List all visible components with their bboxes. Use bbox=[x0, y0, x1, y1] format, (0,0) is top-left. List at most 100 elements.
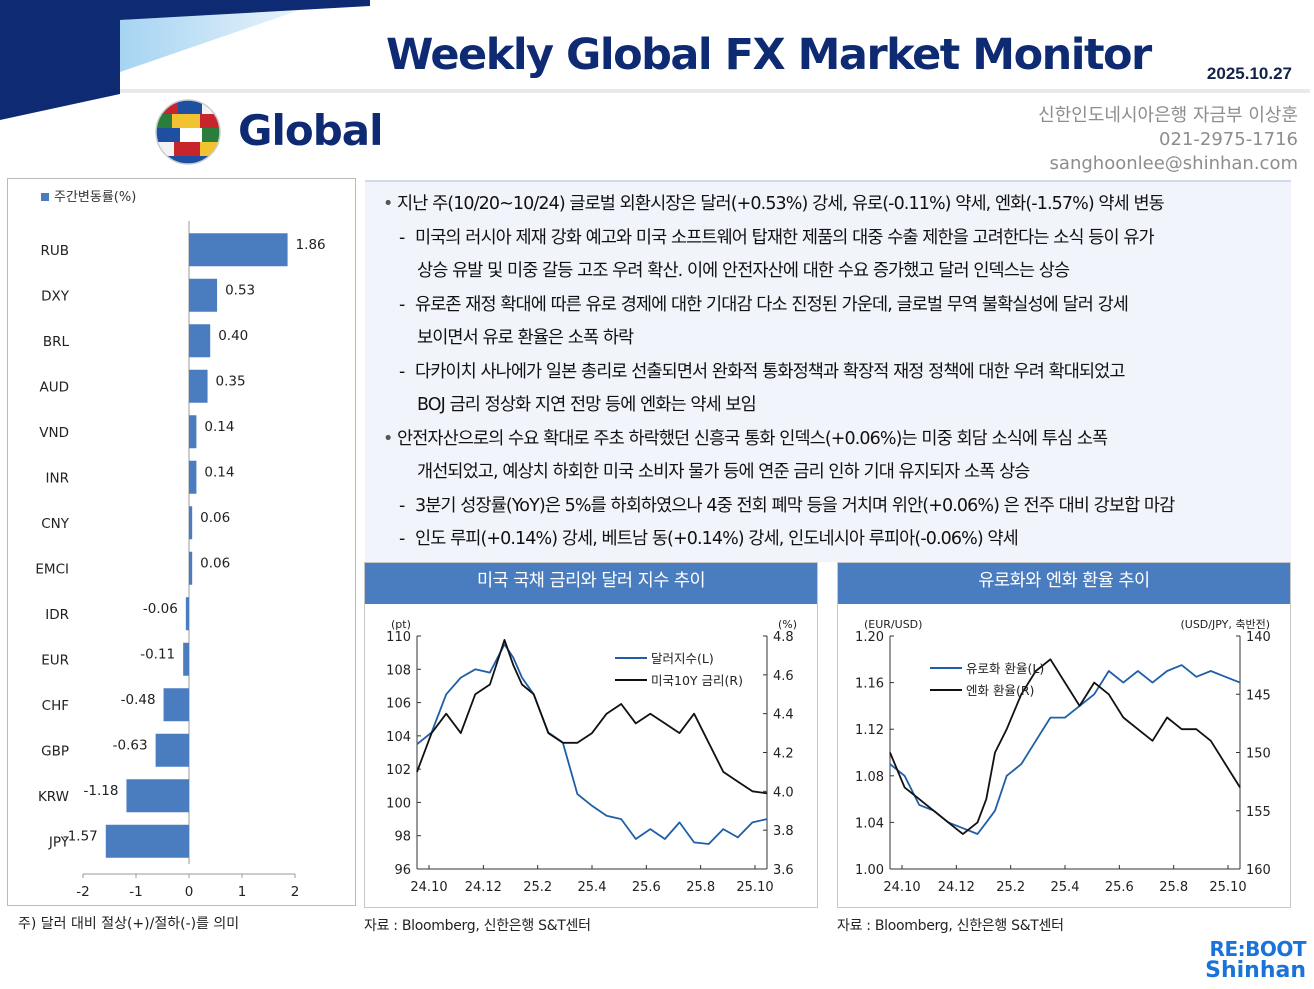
data-label: 0.40 bbox=[218, 328, 248, 344]
y-tick-label: 104 bbox=[386, 730, 411, 745]
treasury-dollar-chart-title: 미국 국채 금리와 달러 지수 추이 bbox=[365, 563, 817, 604]
x-tick-label: 25.2 bbox=[523, 880, 552, 895]
legend-label: 엔화 환율(R) bbox=[966, 683, 1034, 698]
category-label: VND bbox=[39, 425, 69, 441]
summary-line: 유로존 재정 확대에 따른 유로 경제에 대한 기대감 다소 진정된 가운데, … bbox=[383, 289, 1283, 323]
author-phone: 021-2975-1716 bbox=[1159, 129, 1298, 150]
x-tick-label: 0 bbox=[185, 884, 194, 900]
x-tick-label: -1 bbox=[129, 884, 142, 900]
summary-line: 상승 유발 및 미중 갈등 고조 우려 확산. 이에 안전자산에 대한 수요 증… bbox=[417, 261, 1070, 281]
logo-reboot-text: RE:BOOT bbox=[1209, 937, 1307, 961]
category-label: RUB bbox=[40, 243, 69, 259]
bar-chart-footnote: 주) 달러 대비 절상(+)/절하(-)를 의미 bbox=[18, 916, 240, 932]
right-unit-label: (%) bbox=[778, 618, 797, 631]
y2-tick-label: 140 bbox=[1246, 630, 1271, 645]
x-tick-label: 24.12 bbox=[938, 880, 975, 895]
reboot-shinhan-logo: RE:BOOT Shinhan bbox=[1196, 938, 1306, 982]
author-info: 신한인도네시아은행 자금부 이상훈 021-2975-1716 sanghoon… bbox=[1038, 104, 1298, 176]
header-decoration bbox=[0, 0, 370, 120]
data-label: 1.86 bbox=[296, 237, 326, 253]
y2-tick-label: 160 bbox=[1246, 863, 1271, 878]
data-label: -0.63 bbox=[113, 737, 148, 753]
data-label: -0.11 bbox=[140, 646, 175, 662]
treasury-dollar-chart-svg: (pt) (%) 96 98 100 102 104 106 108 110 3.6 3.8 4.0 4.… bbox=[386, 618, 797, 895]
category-label: EUR bbox=[41, 652, 69, 668]
category-label: CHF bbox=[42, 698, 69, 714]
bar bbox=[189, 233, 288, 267]
bar bbox=[189, 551, 193, 585]
series-line bbox=[416, 643, 768, 845]
data-label: 0.35 bbox=[216, 373, 246, 389]
y2-tick-label: 4.8 bbox=[773, 630, 794, 645]
bar bbox=[126, 779, 189, 813]
y2-tick-label: 145 bbox=[1246, 688, 1271, 703]
euro-yen-chart-svg: (EUR/USD) (USD/JPY, 축반전) 1.00 1.04 1.08 1.12 1… bbox=[855, 618, 1271, 895]
summary-line: BOJ 금리 정상화 지연 전망 등에 엔화는 약세 보임 bbox=[417, 395, 757, 415]
data-label: 0.06 bbox=[200, 510, 230, 526]
treasury-dollar-chart: 미국 국채 금리와 달러 지수 추이 (pt) (%) 96 98 100 102 104 1… bbox=[364, 562, 818, 908]
legend-label: 주간변동률(%) bbox=[54, 190, 136, 205]
left-unit-label: (EUR/USD) bbox=[864, 618, 922, 631]
y-tick-label: 1.00 bbox=[855, 863, 884, 878]
bar bbox=[189, 506, 193, 540]
y2-tick-label: 4.0 bbox=[773, 785, 794, 800]
y-tick-label: 100 bbox=[386, 796, 411, 811]
summary-line: 안전자산으로의 수요 확대로 주초 하락했던 신흥국 통화 인덱스(+0.06%… bbox=[383, 423, 1283, 457]
summary-line: 다카이치 사나에가 일본 총리로 선출되면서 완화적 통화정책과 확장적 재정 … bbox=[383, 356, 1283, 390]
x-tick-label: 24.10 bbox=[883, 880, 920, 895]
legend-swatch bbox=[41, 193, 49, 201]
summary-line: 지난 주(10/20~10/24) 글로벌 외환시장은 달러(+0.53%) 강… bbox=[383, 188, 1283, 222]
bar bbox=[189, 324, 211, 358]
x-tick-label: -2 bbox=[76, 884, 89, 900]
euro-yen-chart: 유로화와 엔화 환율 추이 (EUR/USD) (USD/JPY, 축반전) 1.0… bbox=[837, 562, 1291, 908]
y-tick-label: 1.20 bbox=[855, 630, 884, 645]
left-chart-source: 자료 : Bloomberg, 신한은행 S&T센터 bbox=[364, 918, 591, 934]
data-label: 0.14 bbox=[204, 419, 234, 435]
bar bbox=[189, 460, 197, 494]
weekly-change-chart: 주간변동률(%) RUB 1.86 DXY 0.53 BRL 0.40 AUD 0.35 VND 0… bbox=[7, 178, 356, 906]
category-label: CNY bbox=[41, 516, 70, 532]
x-tick-label: 1 bbox=[238, 884, 247, 900]
category-label: DXY bbox=[41, 288, 70, 304]
report-title: Weekly Global FX Market Monitor bbox=[386, 30, 1152, 80]
category-label: KRW bbox=[38, 789, 69, 805]
x-tick-label: 2 bbox=[291, 884, 300, 900]
x-tick-label: 25.8 bbox=[1159, 880, 1188, 895]
y2-tick-label: 4.2 bbox=[773, 747, 794, 762]
data-label: 0.14 bbox=[204, 464, 234, 480]
x-tick-label: 24.12 bbox=[465, 880, 502, 895]
bar bbox=[189, 278, 218, 312]
y2-tick-label: 150 bbox=[1246, 747, 1271, 762]
market-summary: 지난 주(10/20~10/24) 글로벌 외환시장은 달러(+0.53%) 강… bbox=[365, 180, 1291, 562]
bar bbox=[163, 688, 189, 722]
author-email[interactable]: sanghoonlee@shinhan.com bbox=[1049, 153, 1298, 174]
category-label: INR bbox=[46, 470, 69, 486]
x-tick-label: 25.4 bbox=[578, 880, 607, 895]
right-unit-label: (USD/JPY, 축반전) bbox=[1180, 618, 1270, 631]
bar bbox=[189, 415, 197, 449]
bar bbox=[155, 733, 189, 767]
y2-tick-label: 4.6 bbox=[773, 669, 794, 684]
y-tick-label: 1.08 bbox=[855, 770, 884, 785]
title-divider bbox=[120, 89, 1310, 93]
summary-line: 인도 루피(+0.14%) 강세, 베트남 동(+0.14%) 강세, 인도네시… bbox=[383, 523, 1283, 557]
bar bbox=[185, 597, 189, 631]
bar bbox=[189, 369, 208, 403]
y2-tick-label: 3.8 bbox=[773, 824, 794, 839]
globe-flags-icon bbox=[155, 99, 221, 165]
y2-tick-label: 155 bbox=[1246, 805, 1271, 820]
data-label: -0.48 bbox=[121, 692, 156, 708]
y2-tick-label: 4.4 bbox=[773, 708, 794, 723]
right-chart-source: 자료 : Bloomberg, 신한은행 S&T센터 bbox=[837, 918, 1064, 934]
category-label: JPY bbox=[48, 834, 70, 850]
x-tick-label: 25.10 bbox=[736, 880, 773, 895]
y-tick-label: 102 bbox=[386, 763, 411, 778]
legend-label: 유로화 환율(L) bbox=[966, 661, 1044, 676]
category-label: EMCI bbox=[35, 561, 69, 577]
data-label: -0.06 bbox=[143, 601, 178, 617]
y-tick-label: 1.16 bbox=[855, 677, 884, 692]
bar bbox=[183, 642, 189, 676]
x-tick-label: 25.10 bbox=[1209, 880, 1246, 895]
data-label: 0.06 bbox=[200, 555, 230, 571]
category-label: AUD bbox=[39, 379, 69, 395]
